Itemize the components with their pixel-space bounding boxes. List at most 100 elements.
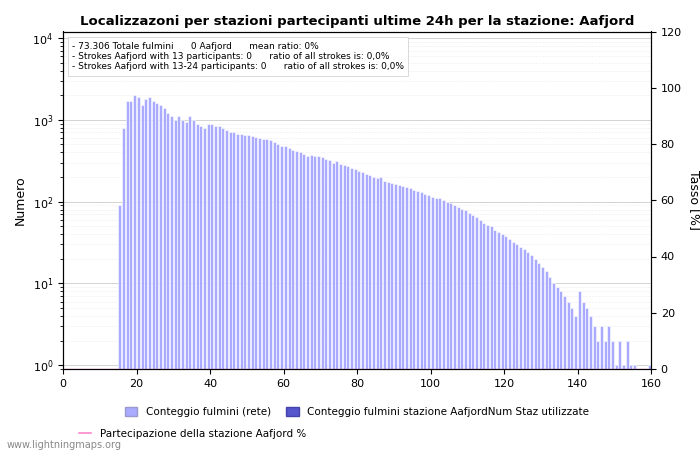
Bar — [596, 341, 599, 450]
Bar — [174, 120, 176, 450]
Bar — [626, 341, 629, 450]
Bar — [600, 326, 603, 450]
Bar — [394, 184, 397, 450]
Bar — [464, 211, 467, 450]
Bar — [589, 316, 592, 450]
Bar — [629, 365, 632, 450]
Bar — [453, 205, 456, 450]
Bar — [63, 373, 66, 450]
Bar — [166, 113, 169, 450]
Bar — [648, 365, 651, 450]
Bar — [391, 183, 393, 450]
Bar — [141, 105, 144, 450]
Bar — [111, 373, 114, 450]
Bar — [640, 373, 643, 450]
Bar — [357, 171, 360, 450]
Bar — [177, 117, 181, 450]
Bar — [82, 373, 85, 450]
Bar — [486, 225, 489, 450]
Bar — [221, 128, 225, 450]
Bar — [526, 252, 529, 450]
Bar — [460, 209, 463, 450]
Bar — [136, 97, 140, 450]
Bar — [218, 126, 220, 450]
Bar — [512, 242, 514, 450]
Bar — [151, 101, 155, 450]
Bar — [122, 128, 125, 450]
Bar — [541, 267, 544, 450]
Bar — [74, 373, 78, 450]
Bar — [622, 365, 625, 450]
Bar — [354, 169, 357, 450]
Bar — [383, 181, 386, 450]
Bar — [442, 200, 445, 450]
Bar — [401, 186, 405, 450]
Bar — [162, 108, 166, 450]
Bar — [342, 165, 346, 450]
Bar — [607, 326, 610, 450]
Bar — [361, 172, 364, 450]
Bar — [424, 194, 426, 450]
Bar — [269, 140, 272, 450]
Bar — [104, 373, 107, 450]
Bar — [97, 373, 99, 450]
Bar — [409, 189, 412, 450]
Bar — [603, 341, 607, 450]
Bar — [585, 308, 588, 450]
Bar — [611, 341, 614, 450]
Bar — [618, 341, 622, 450]
Bar — [504, 236, 508, 450]
Bar — [317, 156, 320, 450]
Text: www.lightningmaps.org: www.lightningmaps.org — [7, 440, 122, 450]
Bar — [489, 226, 493, 450]
Bar — [148, 97, 151, 450]
Bar — [239, 134, 243, 450]
Bar — [100, 373, 103, 450]
Bar — [405, 187, 408, 450]
Bar — [500, 234, 504, 450]
Bar — [210, 124, 214, 450]
Bar — [159, 105, 162, 450]
Y-axis label: Numero: Numero — [14, 176, 27, 225]
Bar — [449, 203, 452, 450]
Bar — [85, 373, 88, 450]
Bar — [155, 103, 158, 450]
Bar — [298, 153, 302, 450]
Bar — [468, 213, 470, 450]
Bar — [188, 117, 191, 450]
Bar — [368, 175, 372, 450]
Bar — [295, 151, 298, 450]
Bar — [130, 101, 132, 450]
Bar — [615, 365, 617, 450]
Bar — [376, 178, 379, 450]
Bar — [475, 217, 478, 450]
Bar — [170, 117, 173, 450]
Legend: Partecipazione della stazione Aafjord %: Partecipazione della stazione Aafjord % — [75, 425, 310, 443]
Bar — [456, 207, 460, 450]
Bar — [332, 162, 335, 450]
Bar — [115, 373, 118, 450]
Bar — [78, 373, 81, 450]
Bar — [328, 160, 331, 450]
Bar — [350, 168, 353, 450]
Bar — [479, 220, 482, 450]
Bar — [633, 365, 636, 450]
Bar — [372, 177, 375, 450]
Bar — [346, 166, 349, 450]
Bar — [258, 138, 261, 450]
Bar — [254, 137, 258, 450]
Bar — [309, 155, 313, 450]
Bar — [563, 296, 566, 450]
Bar — [214, 126, 217, 450]
Bar — [273, 142, 276, 450]
Bar — [533, 259, 537, 450]
Bar — [236, 134, 239, 450]
Bar — [206, 124, 210, 450]
Bar — [302, 154, 305, 450]
Bar — [89, 373, 92, 450]
Bar — [482, 223, 485, 450]
Bar — [386, 182, 390, 450]
Bar — [195, 124, 199, 450]
Bar — [582, 302, 584, 450]
Bar — [192, 120, 195, 450]
